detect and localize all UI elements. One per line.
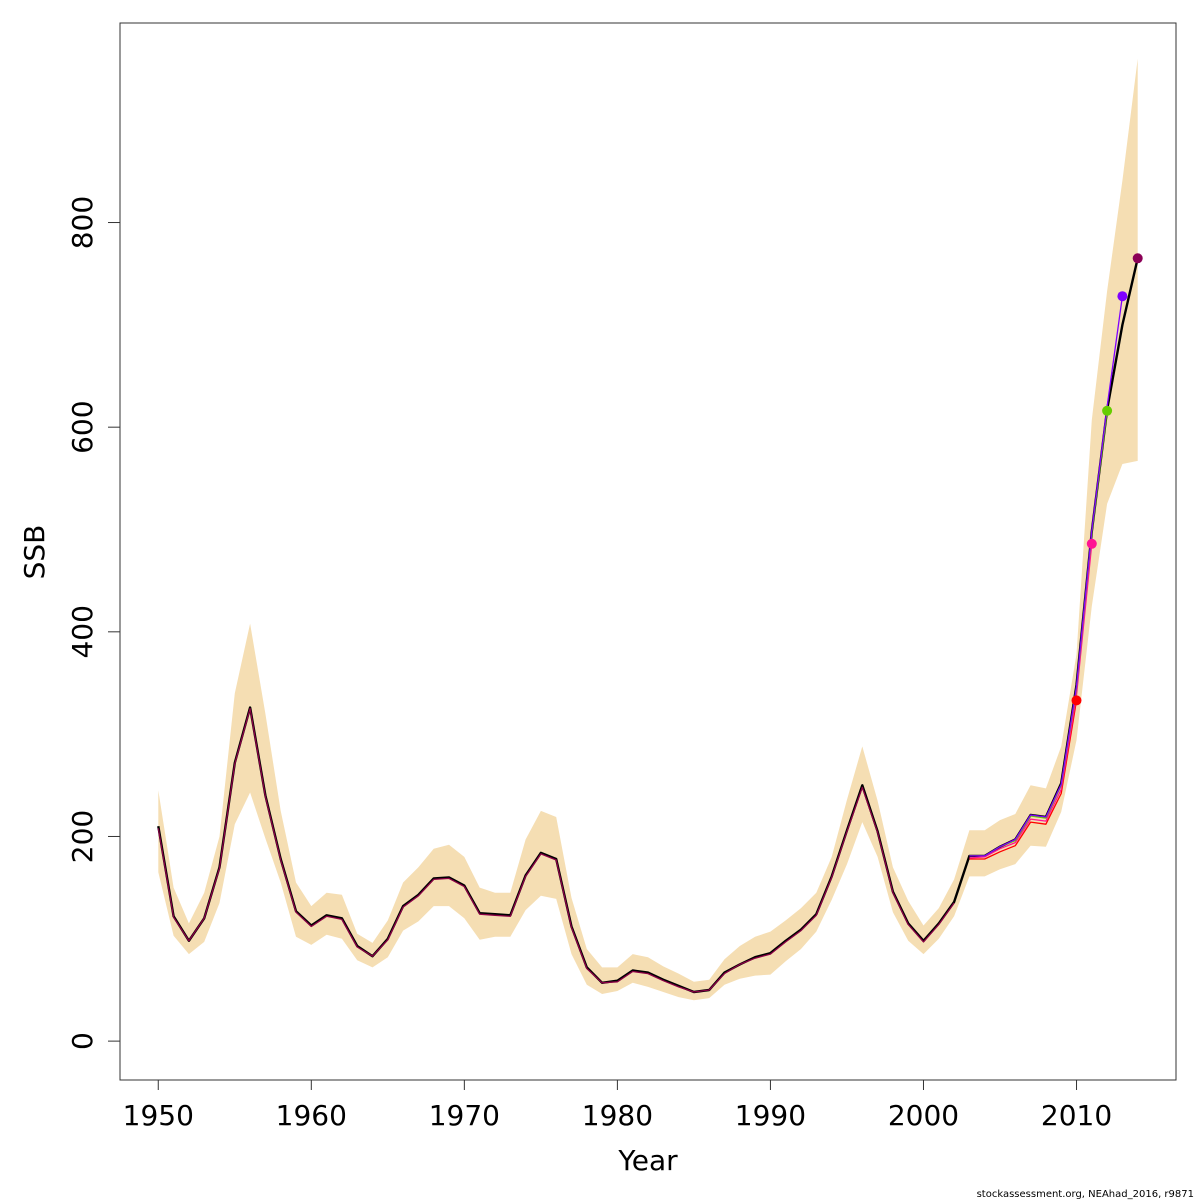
y-tick-label-800: 800: [66, 196, 99, 249]
terminal-point-2013: [1117, 291, 1128, 302]
x-axis: 1950 1960 1970 1980 1990 2000 2010: [123, 1079, 1112, 1132]
y-tick-label-600: 600: [66, 400, 99, 453]
terminal-points-layer: [1071, 253, 1143, 706]
series-line-2010: [969, 700, 1078, 860]
x-tick-label-1950: 1950: [123, 1099, 194, 1132]
x-axis-label: Year: [617, 1144, 678, 1177]
x-tick-label-1960: 1960: [276, 1099, 347, 1132]
terminal-point-2010: [1071, 695, 1082, 706]
y-axis: 0 200 400 600 800: [66, 196, 121, 1050]
x-tick-label-1970: 1970: [429, 1099, 500, 1132]
y-tick-label-400: 400: [66, 605, 99, 658]
series-lines-layer: [157, 258, 1139, 994]
y-tick-label-0: 0: [66, 1032, 99, 1050]
x-tick-label-2010: 2010: [1041, 1099, 1112, 1132]
y-tick-label-200: 200: [66, 810, 99, 863]
terminal-point-2014: [1132, 253, 1143, 264]
terminal-point-2011: [1086, 538, 1097, 549]
series-line-2011: [969, 543, 1093, 859]
x-tick-label-2000: 2000: [888, 1099, 959, 1132]
x-tick-label-1990: 1990: [735, 1099, 806, 1132]
x-tick-label-1980: 1980: [582, 1099, 653, 1132]
y-axis-label: SSB: [18, 525, 51, 580]
credit-text: stockassessment.org, NEAhad_2016, r9871: [977, 1189, 1194, 1200]
series-line-2013: [969, 296, 1124, 857]
terminal-point-2012: [1102, 405, 1113, 416]
series-line-2014-highlight: [157, 707, 955, 993]
